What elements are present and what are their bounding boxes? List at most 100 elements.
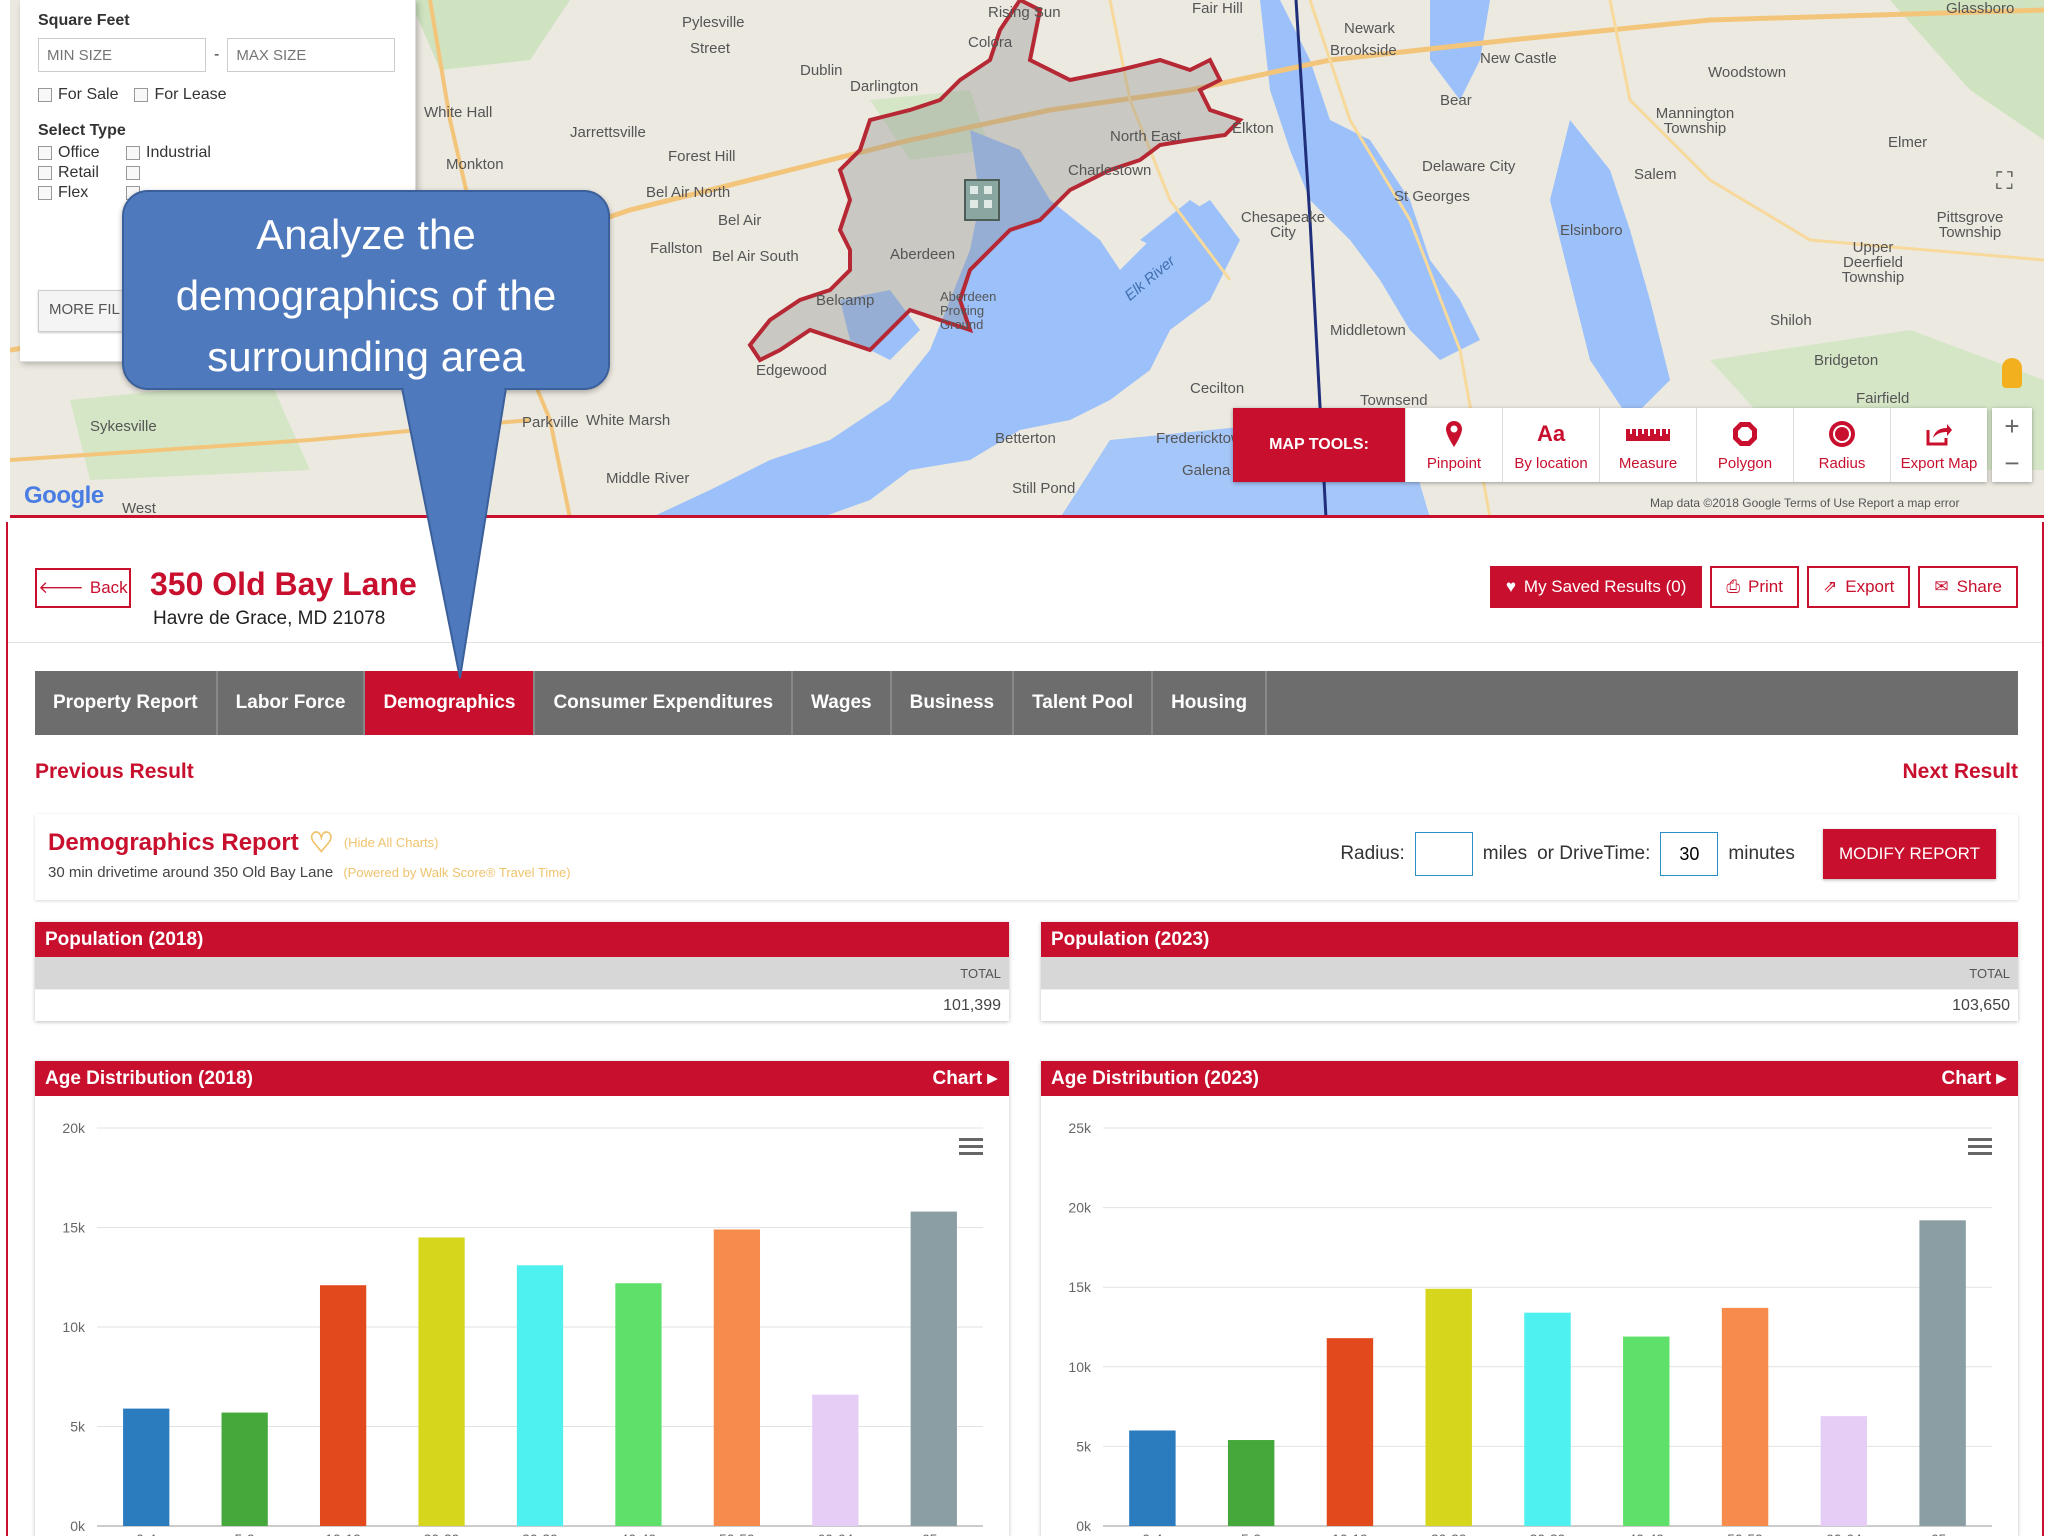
- tab-wages[interactable]: Wages: [793, 671, 892, 735]
- bar-10-19[interactable]: [1326, 1338, 1374, 1526]
- tab-housing[interactable]: Housing: [1153, 671, 1268, 735]
- print-button[interactable]: ⎙ Print: [1710, 566, 1799, 608]
- tab-talent-pool[interactable]: Talent Pool: [1014, 671, 1154, 735]
- hide-all-charts-link[interactable]: (Hide All Charts): [343, 835, 439, 850]
- powered-by-link[interactable]: (Powered by Walk Score® Travel Time): [343, 865, 571, 880]
- checkbox-box[interactable]: [38, 88, 52, 102]
- bar-5-9[interactable]: [1227, 1440, 1275, 1526]
- fullscreen-icon[interactable]: ⛶: [1996, 168, 2013, 195]
- tool-radius[interactable]: Radius: [1793, 408, 1890, 482]
- type-checkbox[interactable]: [126, 164, 226, 182]
- heart-outline-icon[interactable]: ♡: [308, 827, 334, 858]
- checkbox-box[interactable]: [38, 166, 52, 180]
- saved-results-button[interactable]: ♥ My Saved Results (0): [1489, 566, 1703, 608]
- panel-header: Population (2018): [35, 922, 1009, 957]
- tab-demographics[interactable]: Demographics: [365, 671, 536, 735]
- radius-label: Radius:: [1340, 843, 1405, 864]
- tab-property-report[interactable]: Property Report: [35, 671, 218, 735]
- drivetime-input[interactable]: [1660, 832, 1719, 876]
- type-industrial-checkbox[interactable]: Industrial: [126, 144, 226, 162]
- tool-measure[interactable]: Measure: [1599, 408, 1696, 482]
- x-tick-label: 0-4: [1142, 1531, 1162, 1536]
- tab-business[interactable]: Business: [891, 671, 1015, 735]
- bar-5-9[interactable]: [221, 1412, 268, 1526]
- back-button[interactable]: 🡐 Back: [35, 568, 131, 608]
- tab-consumer-expenditures[interactable]: Consumer Expenditures: [535, 671, 794, 735]
- map-label: Parkville: [522, 414, 579, 431]
- chart-link-label: Chart: [932, 1068, 983, 1089]
- checkbox-box[interactable]: [126, 166, 140, 180]
- x-tick-label: 65+: [1931, 1531, 1955, 1536]
- bar-65+[interactable]: [910, 1211, 957, 1526]
- map-view[interactable]: Pylesville Street Dublin Darlington Risi…: [10, 0, 2044, 518]
- checkbox-box[interactable]: [126, 146, 140, 160]
- previous-result-link[interactable]: Previous Result: [35, 760, 194, 783]
- for-sale-label: For Sale: [58, 86, 119, 103]
- x-tick-label: 10-19: [1332, 1531, 1368, 1536]
- chart-toggle-link[interactable]: Chart ▸: [933, 1067, 997, 1090]
- x-tick-label: 5-9: [1241, 1531, 1261, 1536]
- bar-50-59[interactable]: [1721, 1307, 1769, 1526]
- map-label: Pittsgrove Township: [1936, 209, 2004, 241]
- checkbox-box[interactable]: [38, 186, 52, 200]
- callout-line: demographics of the: [175, 272, 557, 319]
- share-button[interactable]: ✉ Share: [1918, 566, 2018, 608]
- bar-chart-svg: 0k 5k 10k 15k 20k 0-4 5-9 10-19 20-29 30-39 40-49 5…: [62, 1120, 983, 1536]
- max-size-input[interactable]: [227, 38, 396, 72]
- tool-pinpoint[interactable]: Pinpoint: [1405, 408, 1502, 482]
- report-tabs: Property Report Labor Force Demographics…: [35, 671, 2018, 735]
- bar-30-39[interactable]: [516, 1265, 564, 1526]
- min-size-input[interactable]: [38, 38, 206, 72]
- modify-report-button[interactable]: MODIFY REPORT: [1822, 829, 1996, 879]
- type-label: Office: [58, 144, 100, 161]
- bar-20-29[interactable]: [418, 1237, 465, 1526]
- bar-60-64[interactable]: [812, 1394, 859, 1526]
- type-retail-checkbox[interactable]: Retail: [38, 164, 126, 182]
- map-label: White Hall: [424, 104, 493, 121]
- radius-input[interactable]: [1414, 832, 1473, 876]
- bar-50-59[interactable]: [713, 1229, 761, 1526]
- back-label: Back: [89, 578, 128, 597]
- map-label: Fair Hill: [1192, 0, 1243, 17]
- checkbox-box[interactable]: [134, 88, 149, 102]
- tab-labor-force[interactable]: Labor Force: [217, 671, 366, 735]
- chart-menu-icon[interactable]: [959, 1138, 983, 1159]
- checkbox-box[interactable]: [38, 146, 52, 160]
- bar-60-64[interactable]: [1820, 1416, 1868, 1526]
- for-sale-checkbox[interactable]: For Sale: [38, 86, 118, 104]
- panel-header: Age Distribution (2018) Chart ▸: [35, 1061, 1009, 1096]
- radius-icon: [1828, 419, 1856, 449]
- bar-30-39[interactable]: [1524, 1312, 1571, 1526]
- caret-right-icon: ▸: [987, 1068, 997, 1089]
- tool-by-location[interactable]: Aa By location: [1502, 408, 1599, 482]
- bar-chart-svg: 0k 5k 10k 15k 20k 25k 0-4 5-9 10-19 20-29 30-39 40-…: [1068, 1120, 1992, 1536]
- callout-bubble: Analyze the demographics of the surround…: [122, 190, 610, 390]
- bar-40-49[interactable]: [615, 1283, 662, 1526]
- bar-40-49[interactable]: [1623, 1336, 1670, 1526]
- property-address: Havre de Grace, MD 21078: [153, 608, 386, 629]
- tool-label: By location: [1514, 454, 1588, 472]
- type-office-checkbox[interactable]: Office: [38, 144, 126, 162]
- age-chart-2023: 0k 5k 10k 15k 20k 25k 0-4 5-9 10-19 20-29 30-39 40-…: [1041, 1096, 2018, 1536]
- for-lease-checkbox[interactable]: For Lease: [134, 86, 227, 104]
- bar-0-4[interactable]: [123, 1408, 170, 1526]
- bar-65+[interactable]: [1919, 1220, 1966, 1526]
- chart-toggle-link[interactable]: Chart ▸: [1942, 1067, 2006, 1090]
- bar-20-29[interactable]: [1425, 1288, 1472, 1526]
- type-flex-checkbox[interactable]: Flex: [38, 184, 126, 202]
- tool-polygon[interactable]: Polygon: [1696, 408, 1793, 482]
- map-attribution[interactable]: Map data ©2018 Google Terms of Use Repor…: [1650, 496, 1960, 510]
- next-result-link[interactable]: Next Result: [1902, 760, 2018, 783]
- street-view-pegman-icon[interactable]: [2002, 358, 2022, 388]
- share-label: Share: [1956, 577, 2002, 596]
- map-label: Upper Deerfield Township: [1841, 239, 1905, 286]
- chart-menu-icon[interactable]: [1968, 1138, 1992, 1159]
- bar-0-4[interactable]: [1129, 1430, 1176, 1526]
- zoom-out-button[interactable]: −: [2004, 448, 2020, 478]
- property-title: 350 Old Bay Lane: [150, 566, 417, 602]
- bar-10-19[interactable]: [319, 1285, 367, 1526]
- for-lease-label: For Lease: [154, 86, 227, 103]
- tool-export-map[interactable]: Export Map: [1890, 408, 1987, 482]
- zoom-in-button[interactable]: +: [2004, 411, 2020, 441]
- export-button[interactable]: ⇗ Export: [1806, 566, 1911, 608]
